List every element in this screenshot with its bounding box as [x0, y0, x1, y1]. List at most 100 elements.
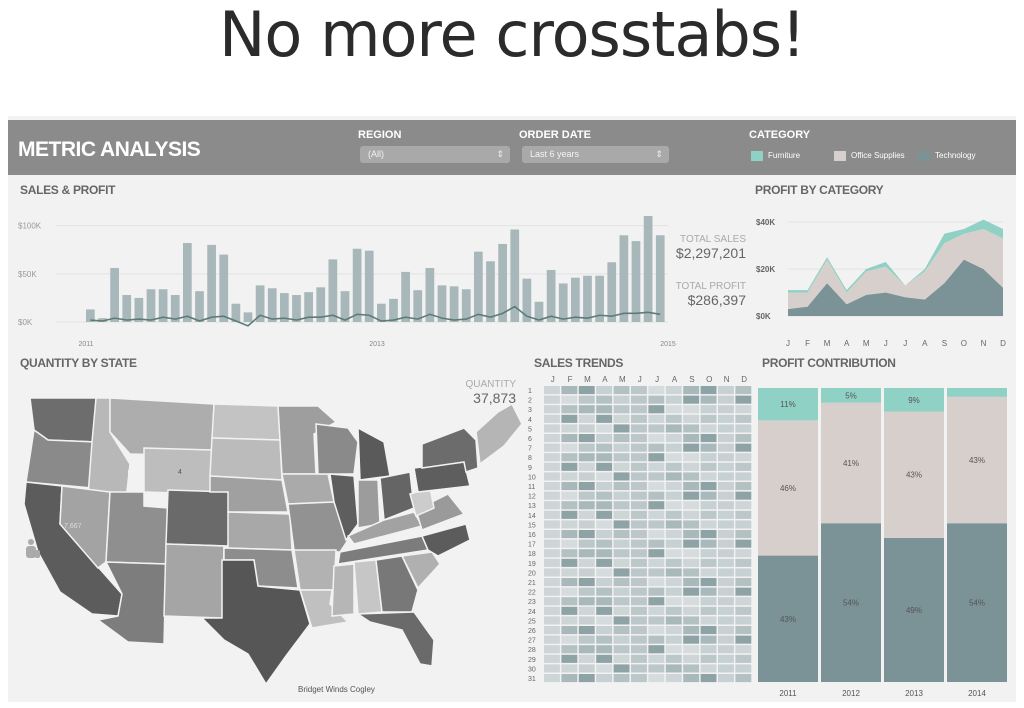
legend-item-office-supplies[interactable]: Office Supplies: [834, 151, 905, 161]
heatmap-cell: [735, 424, 752, 433]
heatmap-cell: [648, 414, 665, 423]
heatmap-cell: [544, 568, 560, 577]
row-label: 19: [528, 561, 536, 568]
sales-bar: [619, 235, 629, 322]
map-touch-icon[interactable]: [26, 539, 40, 558]
month-label: J: [786, 339, 790, 348]
heatmap-cell: [613, 606, 630, 615]
heatmap-cell: [648, 626, 665, 635]
heatmap-cell: [631, 386, 647, 395]
sales-bar: [267, 288, 277, 322]
heatmap-cell: [578, 424, 595, 433]
row-label: 23: [528, 599, 536, 606]
heatmap-cell: [683, 539, 700, 548]
heatmap-cell: [735, 578, 752, 587]
sales-trends-title: SALES TRENDS: [534, 356, 624, 370]
heatmap-cell: [596, 587, 613, 596]
heatmap-cell: [735, 462, 752, 471]
heatmap-cell: [613, 549, 630, 558]
heatmap-cell: [718, 578, 734, 587]
heatmap-cell: [683, 635, 700, 644]
heatmap-cell: [683, 434, 700, 443]
heatmap-cell: [700, 434, 717, 443]
heatmap-cell: [735, 635, 752, 644]
heatmap-cell: [613, 434, 630, 443]
heatmap-cell: [613, 405, 630, 414]
heatmap-cell: [700, 405, 717, 414]
sales-bar: [631, 241, 641, 322]
heatmap-cell: [683, 616, 700, 625]
state-wisconsin: [315, 423, 359, 475]
heatmap-cell: [718, 606, 734, 615]
total-profit-value: $286,397: [687, 292, 746, 308]
heatmap-cell: [648, 558, 665, 567]
state-north-dakota: [211, 403, 281, 441]
row-label: 16: [528, 532, 536, 539]
order-date-dropdown[interactable]: Last 6 years ⇕: [522, 146, 669, 163]
heatmap-cell: [648, 568, 665, 577]
heatmap-cell: [561, 606, 578, 615]
region-dropdown-value: (All): [368, 149, 384, 159]
heatmap-cell: [631, 520, 647, 529]
area-furniture: [788, 219, 1003, 293]
heatmap-cell: [665, 510, 682, 519]
heatmap-cell: [631, 635, 647, 644]
heatmap-cell: [578, 587, 595, 596]
y-tick-label: $20K: [756, 265, 775, 274]
y-tick-label: $40K: [756, 218, 775, 227]
heatmap-cell: [578, 386, 595, 395]
heatmap-cell: [596, 549, 613, 558]
heatmap-cell: [596, 616, 613, 625]
heatmap-cell: [665, 549, 682, 558]
heatmap-cell: [700, 635, 717, 644]
heatmap-cell: [631, 549, 647, 558]
heatmap-cell: [665, 434, 682, 443]
sales-bar: [413, 290, 423, 322]
heatmap-cell: [718, 626, 734, 635]
state-georgia: [375, 555, 419, 613]
heatmap-cell: [561, 453, 578, 462]
row-label: 8: [528, 455, 532, 462]
heatmap-cell: [578, 482, 595, 491]
heatmap-cell: [700, 443, 717, 452]
heatmap-cell: [700, 530, 717, 539]
heatmap-cell: [718, 587, 734, 596]
row-label: 17: [528, 542, 536, 549]
column-label: J: [638, 375, 642, 384]
state-illinois: [329, 473, 359, 542]
heatmap-cell: [665, 597, 682, 606]
quantity-value: 37,873: [473, 390, 516, 406]
heatmap-cell: [631, 558, 647, 567]
profit-line: [90, 305, 661, 327]
heatmap-cell: [648, 530, 665, 539]
row-label: 24: [528, 609, 536, 616]
heatmap-cell: [578, 558, 595, 567]
heatmap-cell: [544, 462, 560, 471]
heatmap-cell: [648, 472, 665, 481]
segment-label: 54%: [843, 599, 859, 608]
legend-item-technology[interactable]: Technology: [918, 151, 975, 161]
heatmap-cell: [596, 558, 613, 567]
heatmap-cell: [544, 645, 560, 654]
heatmap-cell: [544, 674, 560, 683]
x-tick-label: 2011: [78, 341, 93, 348]
heatmap-cell: [718, 386, 734, 395]
heatmap-cell: [665, 386, 682, 395]
heatmap-cell: [578, 395, 595, 404]
month-label: J: [903, 339, 907, 348]
sales-bar: [122, 295, 132, 322]
sales-bar: [316, 287, 326, 322]
state-new-mexico: [163, 543, 225, 619]
row-label: 10: [528, 474, 536, 481]
region-dropdown[interactable]: (All) ⇕: [360, 146, 510, 163]
heatmap-cell: [683, 414, 700, 423]
row-label: 20: [528, 570, 536, 577]
heatmap-cell: [648, 587, 665, 596]
legend-item-furniture[interactable]: Furniture: [751, 151, 800, 161]
row-label: 18: [528, 551, 536, 558]
sales-bar: [546, 269, 556, 322]
heatmap-cell: [561, 434, 578, 443]
heatmap-cell: [735, 520, 752, 529]
column-label: F: [568, 375, 573, 384]
heatmap-cell: [561, 674, 578, 683]
